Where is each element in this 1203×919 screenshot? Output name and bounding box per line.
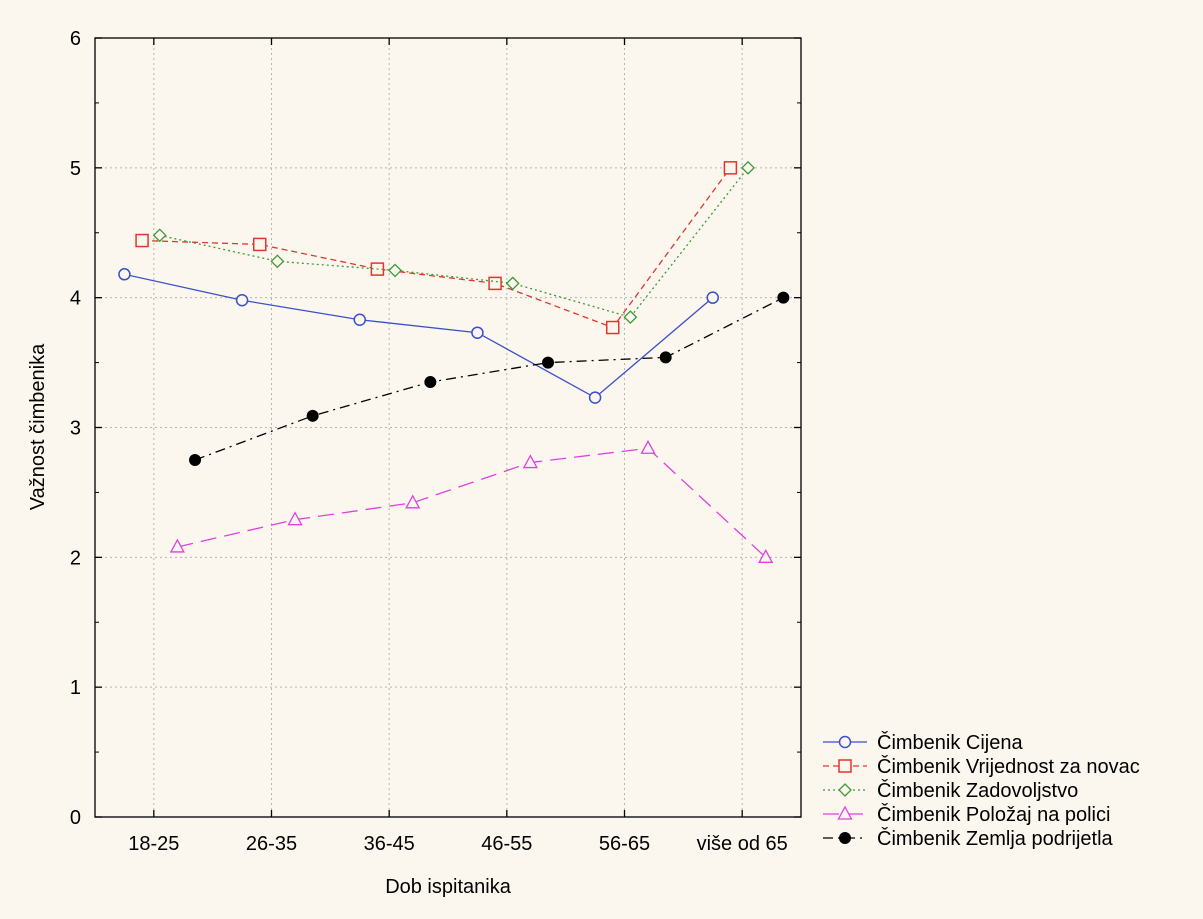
y-tick-label: 3 [70,418,81,440]
legend-item: Čimbenik Vrijednost za novac [823,755,1140,778]
legend-label: Čimbenik Zemlja podrijetla [877,827,1114,850]
legend-item: Čimbenik Cijena [823,731,1023,754]
grid [95,38,801,817]
legend-label: Čimbenik Položaj na polici [877,803,1110,826]
data-point [405,494,421,509]
data-point [505,276,520,291]
y-tick-label: 5 [70,158,81,180]
data-point [723,161,738,175]
legend-marker [838,735,852,749]
series-1 [118,268,719,404]
x-tick-label: 56-65 [599,833,650,855]
series-5 [189,291,790,466]
data-point [287,511,303,526]
legend-item: Čimbenik Zemlja podrijetla [823,827,1114,850]
data-point [542,356,555,369]
series-line [177,447,767,558]
data-point [118,268,131,281]
series-line [194,297,784,461]
x-tick-label: 26-35 [246,833,297,855]
y-tick-label: 4 [70,288,81,310]
data-point [741,160,755,175]
data-point [777,291,790,304]
legend-item: Čimbenik Zadovoljstvo [823,779,1078,802]
y-axis-label: Važnost čimbenika [27,343,49,510]
y-tick-label: 2 [70,547,81,569]
data-point [306,409,319,422]
data-point [353,313,366,326]
data-point [522,454,538,469]
x-axis-label: Dob ispitanika [385,876,512,898]
data-point [270,254,285,269]
data-point [488,276,502,291]
series-layer [118,160,790,563]
data-point [152,228,167,243]
x-tick-label: 36-45 [364,833,415,855]
series-2 [135,161,738,335]
y-tick-label: 1 [70,677,81,699]
legend-marker [837,805,853,820]
data-point [424,376,437,389]
legend-item: Čimbenik Položaj na polici [823,803,1110,826]
data-point [605,320,620,335]
data-point [189,453,202,466]
x-tick-label: više od 65 [697,833,788,855]
data-point [623,310,638,325]
legend-label: Čimbenik Vrijednost za novac [877,755,1140,778]
legend-label: Čimbenik Cijena [877,731,1023,754]
series-4 [169,439,774,563]
legend-marker [838,759,852,773]
data-point [135,233,149,248]
legend-label: Čimbenik Zadovoljstvo [877,779,1078,802]
legend-marker [839,832,851,844]
series-3 [152,160,755,325]
data-point [471,326,484,339]
data-point [640,439,656,454]
legend-marker [838,783,852,797]
y-tick-label: 6 [70,28,81,50]
series-line [159,167,749,318]
data-point [758,548,774,563]
series-line [124,273,714,399]
x-tick-label: 46-55 [481,833,532,855]
data-point [235,294,249,307]
y-tick-label: 0 [70,807,81,829]
data-point [588,391,602,404]
data-point [388,263,402,278]
series-line [142,167,731,329]
data-point [252,237,267,252]
data-point [706,291,719,304]
data-point [169,538,185,553]
data-point [659,351,672,364]
axis-ticks: 0 1 2 3 4 5 6 18-25 26-35 36-45 46-55 56-65 više od … [70,28,801,855]
x-tick-label: 18-25 [128,833,179,855]
